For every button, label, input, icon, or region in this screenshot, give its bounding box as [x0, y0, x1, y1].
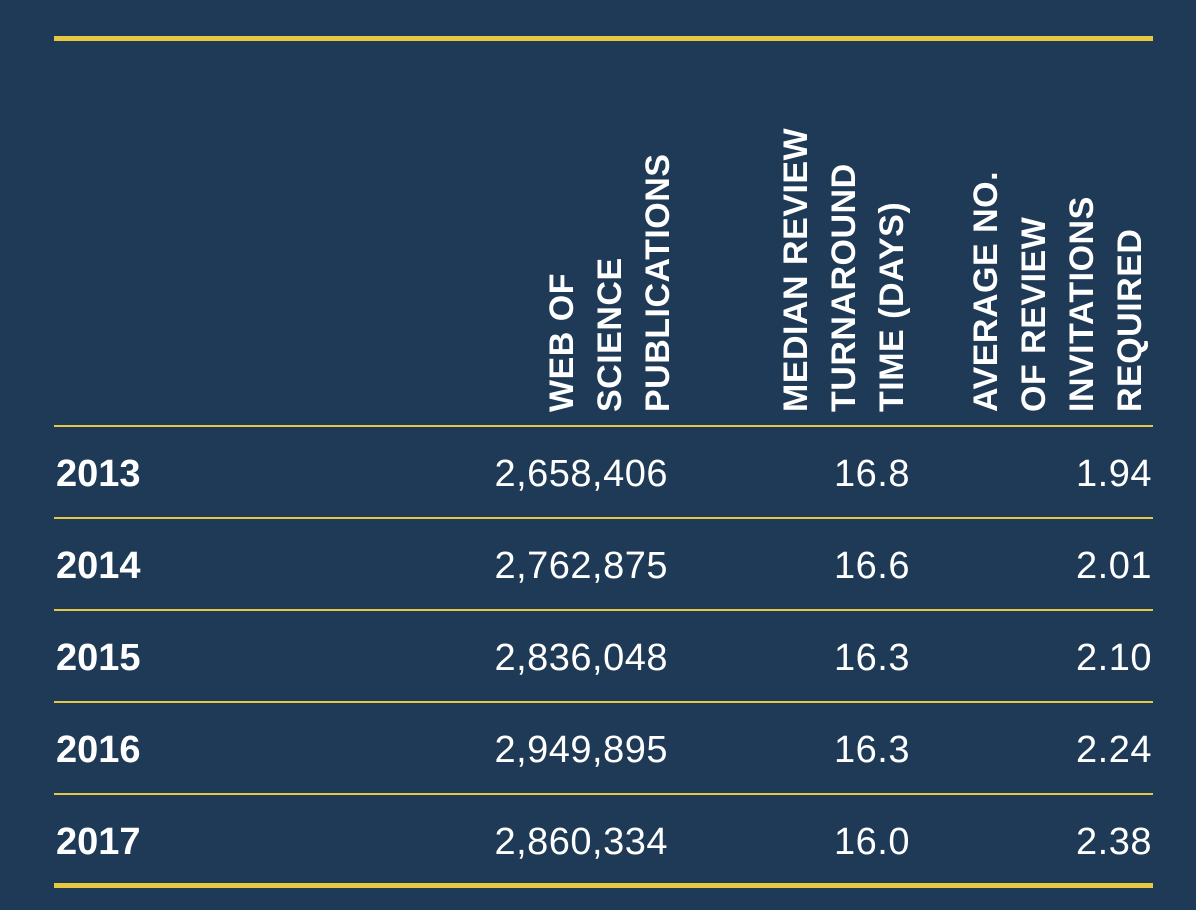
cell-turnaround: 16.0 — [834, 821, 910, 863]
cell-publications: 2,658,406 — [494, 453, 668, 495]
cell-publications: 2,949,895 — [494, 729, 668, 771]
header-line: MEDIAN REVIEW — [777, 127, 815, 412]
row-year: 2013 — [56, 453, 141, 495]
row-year: 2015 — [56, 637, 141, 679]
header-line: REQUIRED — [1111, 228, 1149, 412]
row-rule — [54, 793, 1153, 795]
header-line: TIME (DAYS) — [873, 201, 911, 412]
cell-invitations: 2.24 — [1076, 729, 1152, 771]
cell-publications: 2,762,875 — [494, 545, 668, 587]
header-line: TURNAROUND — [825, 163, 863, 412]
header-line: OF REVIEW — [1015, 216, 1053, 412]
header-line: WEB OF — [543, 273, 581, 412]
header-line: PUBLICATIONS — [639, 153, 677, 412]
row-rule — [54, 517, 1153, 519]
header-line: INVITATIONS — [1063, 196, 1101, 412]
cell-turnaround: 16.3 — [834, 729, 910, 771]
cell-invitations: 1.94 — [1076, 453, 1152, 495]
cell-invitations: 2.01 — [1076, 545, 1152, 587]
row-year: 2017 — [56, 821, 141, 863]
cell-invitations: 2.10 — [1076, 637, 1152, 679]
cell-publications: 2,836,048 — [494, 637, 668, 679]
row-rule — [54, 701, 1153, 703]
header-line: SCIENCE — [591, 257, 629, 412]
row-rule — [54, 609, 1153, 611]
cell-turnaround: 16.8 — [834, 453, 910, 495]
bottom-rule — [54, 883, 1153, 888]
header-rule — [54, 425, 1153, 427]
cell-publications: 2,860,334 — [494, 821, 668, 863]
row-year: 2016 — [56, 729, 141, 771]
row-year: 2014 — [56, 545, 141, 587]
header-line: AVERAGE NO. — [967, 170, 1005, 412]
cell-invitations: 2.38 — [1076, 821, 1152, 863]
cell-turnaround: 16.6 — [834, 545, 910, 587]
top-rule — [54, 36, 1153, 41]
cell-turnaround: 16.3 — [834, 637, 910, 679]
